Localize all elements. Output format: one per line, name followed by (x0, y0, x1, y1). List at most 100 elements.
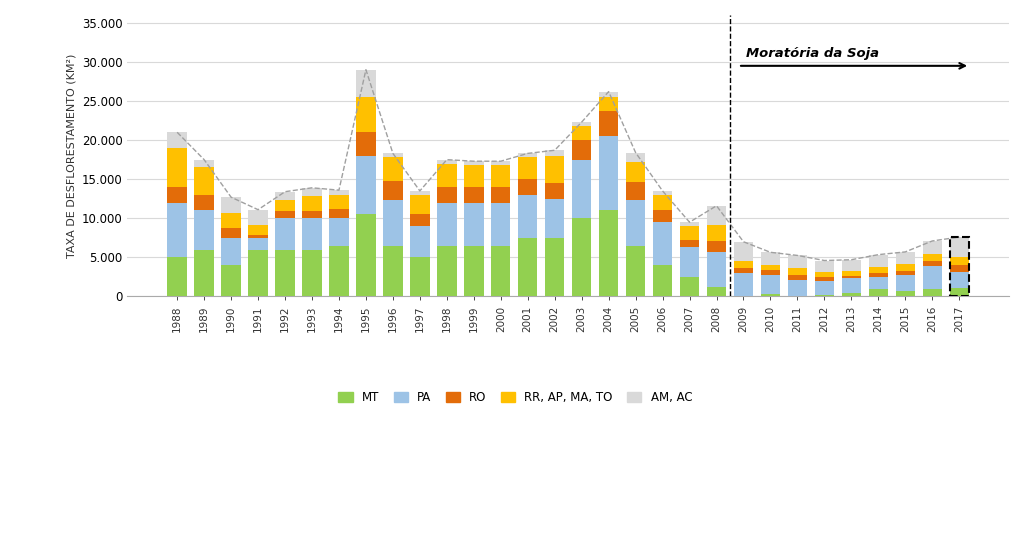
Bar (761, 265, 780, 270)
Bar (626, 245, 645, 296)
Bar (842, 276, 861, 278)
Bar (599, 210, 618, 296)
Bar (734, 261, 754, 267)
Bar (302, 188, 322, 195)
Bar (302, 211, 322, 219)
Bar (464, 203, 483, 245)
Bar (464, 161, 483, 165)
Bar (572, 122, 592, 126)
Bar (653, 222, 673, 265)
Bar (330, 209, 348, 219)
Bar (302, 250, 322, 296)
Bar (545, 238, 564, 296)
Bar (195, 250, 214, 296)
Bar (707, 252, 726, 287)
Bar (411, 191, 430, 195)
Bar (168, 203, 186, 257)
Bar (545, 156, 564, 183)
Bar (626, 182, 645, 200)
Bar (464, 187, 483, 203)
Bar (653, 265, 673, 296)
Legend: MT, PA, RO, RR, AP, MA, TO, AM, AC: MT, PA, RO, RR, AP, MA, TO, AM, AC (334, 386, 697, 409)
Bar (842, 278, 861, 293)
Bar (464, 165, 483, 187)
Bar (221, 197, 241, 213)
Bar (896, 276, 915, 291)
Bar (356, 156, 376, 214)
Bar (787, 255, 807, 268)
Bar (518, 238, 538, 296)
Bar (680, 247, 699, 277)
Bar (383, 181, 402, 200)
Bar (195, 210, 214, 250)
Bar (330, 195, 348, 209)
Bar (356, 132, 376, 156)
Bar (923, 254, 942, 261)
Bar (221, 228, 241, 238)
Bar (572, 140, 592, 160)
Bar (680, 240, 699, 247)
Bar (275, 199, 295, 211)
Bar (572, 126, 592, 140)
Bar (572, 219, 592, 296)
Bar (168, 148, 186, 187)
Bar (195, 167, 214, 195)
Bar (437, 164, 457, 187)
Bar (868, 277, 888, 289)
Bar (761, 274, 780, 294)
Bar (464, 245, 483, 296)
Bar (492, 245, 511, 296)
Bar (302, 219, 322, 250)
Bar (896, 271, 915, 276)
Bar (492, 165, 511, 187)
Bar (787, 275, 807, 280)
Bar (842, 260, 861, 271)
Bar (383, 158, 402, 181)
Bar (626, 162, 645, 182)
Bar (302, 195, 322, 211)
Bar (707, 241, 726, 252)
Bar (518, 153, 538, 158)
Bar (356, 97, 376, 132)
Bar (707, 225, 726, 241)
Bar (787, 280, 807, 296)
Bar (896, 252, 915, 265)
Bar (492, 161, 511, 165)
Bar (923, 241, 942, 254)
Bar (168, 132, 186, 148)
Bar (653, 195, 673, 210)
Bar (868, 255, 888, 267)
Bar (868, 289, 888, 296)
Bar (599, 92, 618, 97)
Bar (411, 226, 430, 257)
Bar (518, 195, 538, 238)
Bar (599, 111, 618, 136)
Bar (949, 237, 969, 296)
Bar (330, 190, 348, 195)
Bar (896, 265, 915, 271)
Bar (437, 160, 457, 164)
Bar (437, 203, 457, 245)
Bar (707, 206, 726, 225)
Text: Moratória da Soja: Moratória da Soja (746, 47, 880, 60)
Bar (842, 293, 861, 296)
Bar (599, 97, 618, 111)
Bar (949, 265, 969, 272)
Bar (734, 267, 754, 273)
Bar (545, 183, 564, 199)
Bar (492, 187, 511, 203)
Bar (923, 261, 942, 266)
Bar (815, 261, 835, 272)
Bar (761, 294, 780, 296)
Bar (275, 192, 295, 199)
Bar (787, 268, 807, 275)
Bar (626, 200, 645, 245)
Bar (949, 288, 969, 296)
Bar (949, 237, 969, 257)
Bar (680, 277, 699, 296)
Bar (518, 179, 538, 195)
Bar (437, 187, 457, 203)
Bar (868, 267, 888, 273)
Bar (734, 242, 754, 261)
Bar (411, 257, 430, 296)
